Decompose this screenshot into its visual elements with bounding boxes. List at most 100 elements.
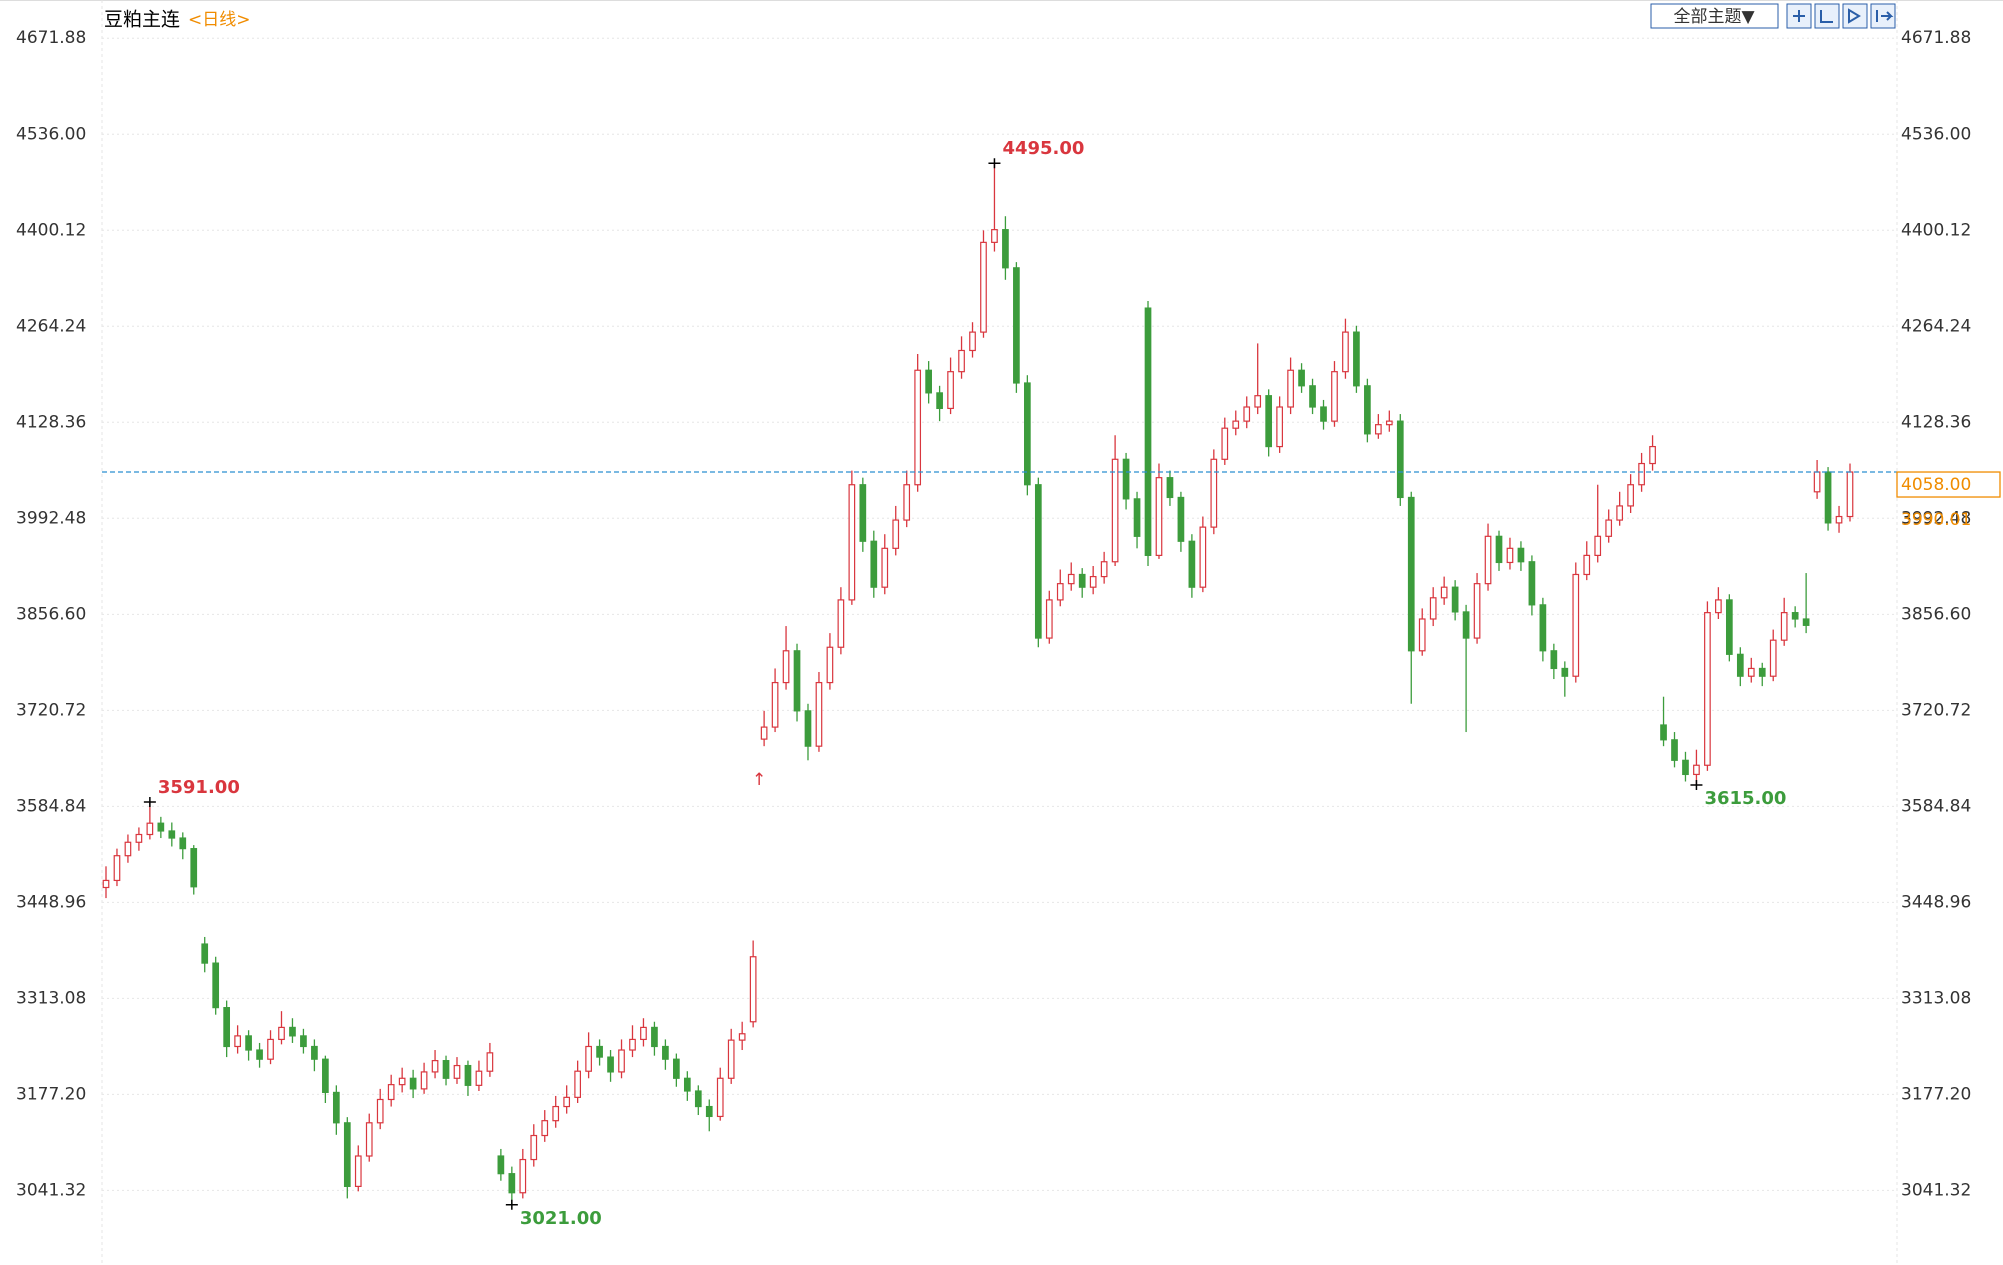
y-tick-label-left: 3177.20 xyxy=(16,1084,86,1104)
candle-body xyxy=(1682,759,1689,776)
candle-body xyxy=(1287,369,1294,408)
y-tick-label-left: 3720.72 xyxy=(16,700,86,720)
candle-body xyxy=(420,1071,428,1090)
candle-body xyxy=(245,1035,252,1051)
candle-body xyxy=(716,1077,724,1118)
candle-body xyxy=(223,1007,231,1048)
candle-body xyxy=(1177,496,1185,542)
y-tick-label-left: 4128.36 xyxy=(16,412,86,432)
candle-body xyxy=(694,1090,702,1108)
candle-body xyxy=(497,1155,505,1175)
candle-body xyxy=(1484,535,1492,585)
candle-body xyxy=(354,1155,362,1187)
candle-body xyxy=(1473,583,1481,639)
y-tick-label-left: 3313.08 xyxy=(16,988,86,1008)
candle-body xyxy=(1100,561,1108,578)
candle-body xyxy=(1649,445,1656,465)
candle-body xyxy=(727,1039,735,1079)
candle-body xyxy=(332,1091,340,1124)
candle-body xyxy=(1188,540,1196,588)
chart-title: 豆粕主连 xyxy=(104,9,180,31)
candle-body xyxy=(146,822,154,836)
candle-body xyxy=(168,830,176,839)
y-tick-label-left: 4264.24 xyxy=(16,316,86,336)
candle-body xyxy=(859,484,867,542)
candle-body xyxy=(464,1064,472,1086)
candle-body xyxy=(705,1105,713,1118)
candle-body xyxy=(300,1035,307,1048)
candle-body xyxy=(311,1045,318,1060)
candle-body xyxy=(1002,229,1009,269)
candle-body xyxy=(607,1056,614,1073)
y-tick-label-left: 3856.60 xyxy=(16,604,86,624)
candle-body xyxy=(1660,724,1667,741)
candle-body xyxy=(1276,406,1283,448)
extreme-label: 4495.00 xyxy=(1002,138,1084,159)
candle-body xyxy=(113,855,121,882)
candle-body xyxy=(640,1026,647,1041)
candle-body xyxy=(760,726,768,740)
extreme-cross xyxy=(505,1199,518,1210)
candle-body xyxy=(256,1049,263,1060)
candle-body xyxy=(1813,471,1821,493)
candle-body xyxy=(1056,583,1064,601)
candle-body xyxy=(1736,653,1744,677)
candle-body xyxy=(267,1038,274,1060)
tool-icon[interactable] xyxy=(1814,3,1840,29)
candle-body xyxy=(1638,462,1645,486)
candle-body xyxy=(1671,739,1678,761)
candle-body xyxy=(738,1033,746,1041)
extreme-cross xyxy=(1690,780,1703,791)
candle-body xyxy=(387,1084,395,1101)
candle-body xyxy=(1693,764,1700,776)
candle-body xyxy=(398,1077,406,1086)
period: <日线> xyxy=(188,10,251,30)
candle-body xyxy=(1572,573,1580,677)
candle-body xyxy=(1594,535,1602,556)
candle-body xyxy=(881,547,889,588)
candle-body xyxy=(574,1070,581,1098)
candle-body xyxy=(1254,395,1262,408)
y-tick-label-right: 4128.36 xyxy=(1901,412,1971,432)
theme-button-frame[interactable] xyxy=(1650,3,1779,29)
candle-body xyxy=(903,484,911,521)
y-tick-label-left: 3041.32 xyxy=(16,1180,86,1200)
y-tick-label-left: 3992.48 xyxy=(16,508,86,528)
extreme-cross xyxy=(988,158,1001,169)
candle-body xyxy=(1517,547,1525,563)
candle-body xyxy=(1715,599,1722,614)
candle-body xyxy=(234,1035,241,1048)
y-tick-label-right: 3448.96 xyxy=(1901,892,1971,912)
candle-body xyxy=(892,519,900,549)
candle-body xyxy=(1309,385,1316,408)
candle-body xyxy=(1780,612,1788,641)
candle-body xyxy=(201,943,209,964)
extreme-label: 3591.00 xyxy=(158,777,240,798)
candle-body xyxy=(1034,484,1042,639)
y-tick-label-right: 3856.60 xyxy=(1901,604,1971,624)
candle-body xyxy=(519,1158,527,1194)
candle-body xyxy=(1045,599,1053,639)
candle-body xyxy=(1407,496,1415,652)
candle-body xyxy=(1364,385,1371,435)
candle-body xyxy=(1342,331,1349,373)
candle-body xyxy=(1747,667,1755,677)
candle-body xyxy=(530,1134,538,1161)
candle-body xyxy=(1704,612,1711,766)
y-tick-label-right: 4264.24 xyxy=(1901,316,1971,336)
candle-body xyxy=(1210,458,1218,528)
candle-body xyxy=(278,1026,285,1041)
theme-button[interactable]: 全部主题▼ xyxy=(1673,7,1755,27)
candle-body xyxy=(431,1060,439,1073)
candle-body xyxy=(453,1064,461,1079)
candle-body xyxy=(683,1077,691,1092)
candle-body xyxy=(1583,554,1591,576)
candle-body xyxy=(1605,519,1613,537)
candle-body xyxy=(1243,406,1251,422)
tool-icon[interactable] xyxy=(1842,3,1868,29)
toolbar: 全部主题▼ xyxy=(1650,3,1896,29)
y-tick-label-left: 4536.00 xyxy=(16,124,86,144)
candle-body xyxy=(475,1070,483,1086)
